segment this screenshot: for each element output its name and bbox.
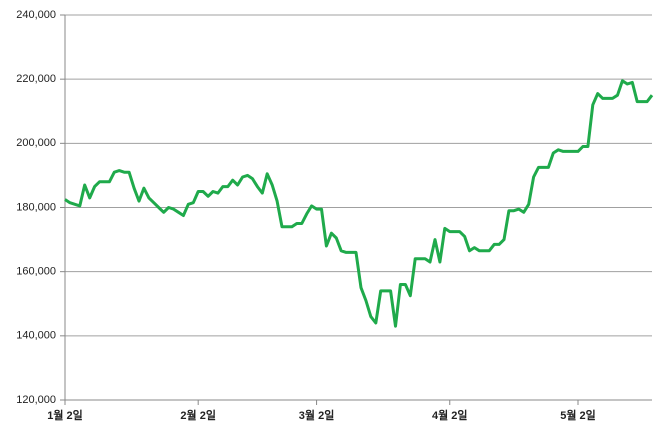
y-tick-label: 180,000 <box>16 201 56 213</box>
x-tick-label: 1월 2일 <box>47 408 83 422</box>
y-tick-label: 240,000 <box>16 9 56 21</box>
y-tick-label: 160,000 <box>16 266 56 278</box>
y-tick-label: 120,000 <box>16 394 56 406</box>
price-line <box>64 79 654 328</box>
x-tick-label: 5월 2일 <box>560 408 596 422</box>
y-tick-label: 220,000 <box>16 73 56 85</box>
y-tick-label: 200,000 <box>16 137 56 149</box>
x-tick-label: 4월 2일 <box>432 408 468 422</box>
y-tick-label: 140,000 <box>16 330 56 342</box>
x-tick-label: 2월 2일 <box>180 408 216 422</box>
x-tick-label: 3월 2일 <box>299 408 335 422</box>
